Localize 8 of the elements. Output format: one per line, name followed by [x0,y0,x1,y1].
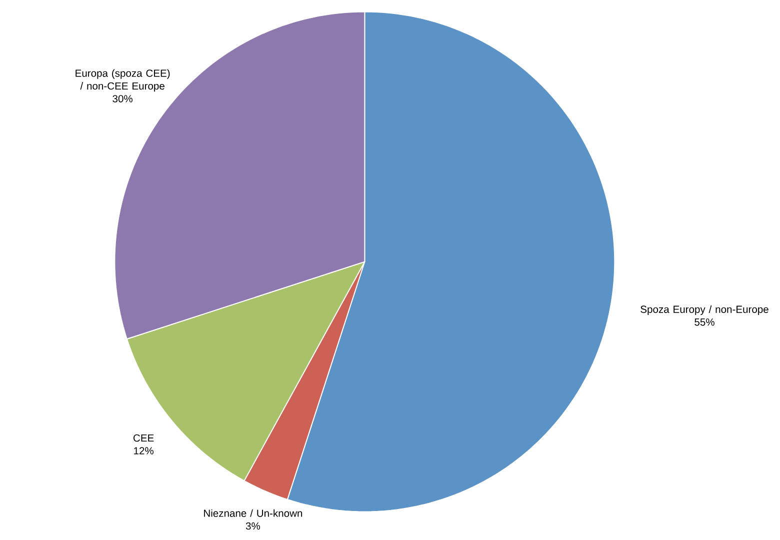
data-label: 12% [134,447,154,454]
data-label: 30% [112,95,132,102]
slice-label: CEE [134,434,154,442]
data-label: 55% [694,318,714,326]
slice-label: Nieznane / Un-known [204,509,302,517]
slice-label: Europa (spoza CEE) / non-CEE Europe [76,69,170,92]
slice-label: Spoza Europy / non-Europe [640,305,768,315]
data-label: 3% [246,522,260,530]
